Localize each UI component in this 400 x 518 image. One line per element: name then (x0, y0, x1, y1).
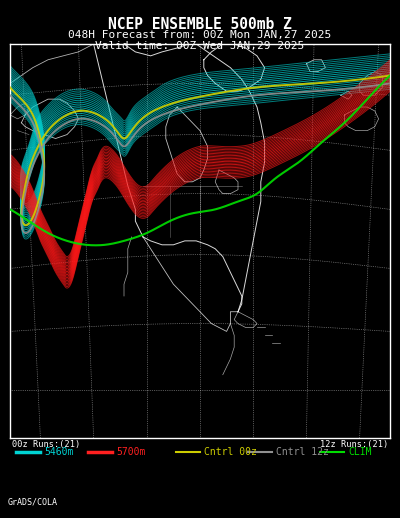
Text: NCEP ENSEMBLE 500mb Z: NCEP ENSEMBLE 500mb Z (108, 17, 292, 32)
Text: CLIM: CLIM (348, 447, 372, 457)
Text: 12z Runs:(21): 12z Runs:(21) (320, 440, 388, 449)
Text: 048H Forecast from: 00Z Mon JAN,27 2025: 048H Forecast from: 00Z Mon JAN,27 2025 (68, 30, 332, 40)
Text: Cntrl 12z: Cntrl 12z (276, 447, 329, 457)
Text: Valid time: 00Z Wed JAN,29 2025: Valid time: 00Z Wed JAN,29 2025 (95, 41, 305, 51)
Text: 5700m: 5700m (116, 447, 145, 457)
Text: GrADS/COLA: GrADS/COLA (8, 498, 58, 507)
Text: 00z Runs:(21): 00z Runs:(21) (12, 440, 80, 449)
Text: Cntrl 00z: Cntrl 00z (204, 447, 257, 457)
Text: 5460m: 5460m (44, 447, 73, 457)
